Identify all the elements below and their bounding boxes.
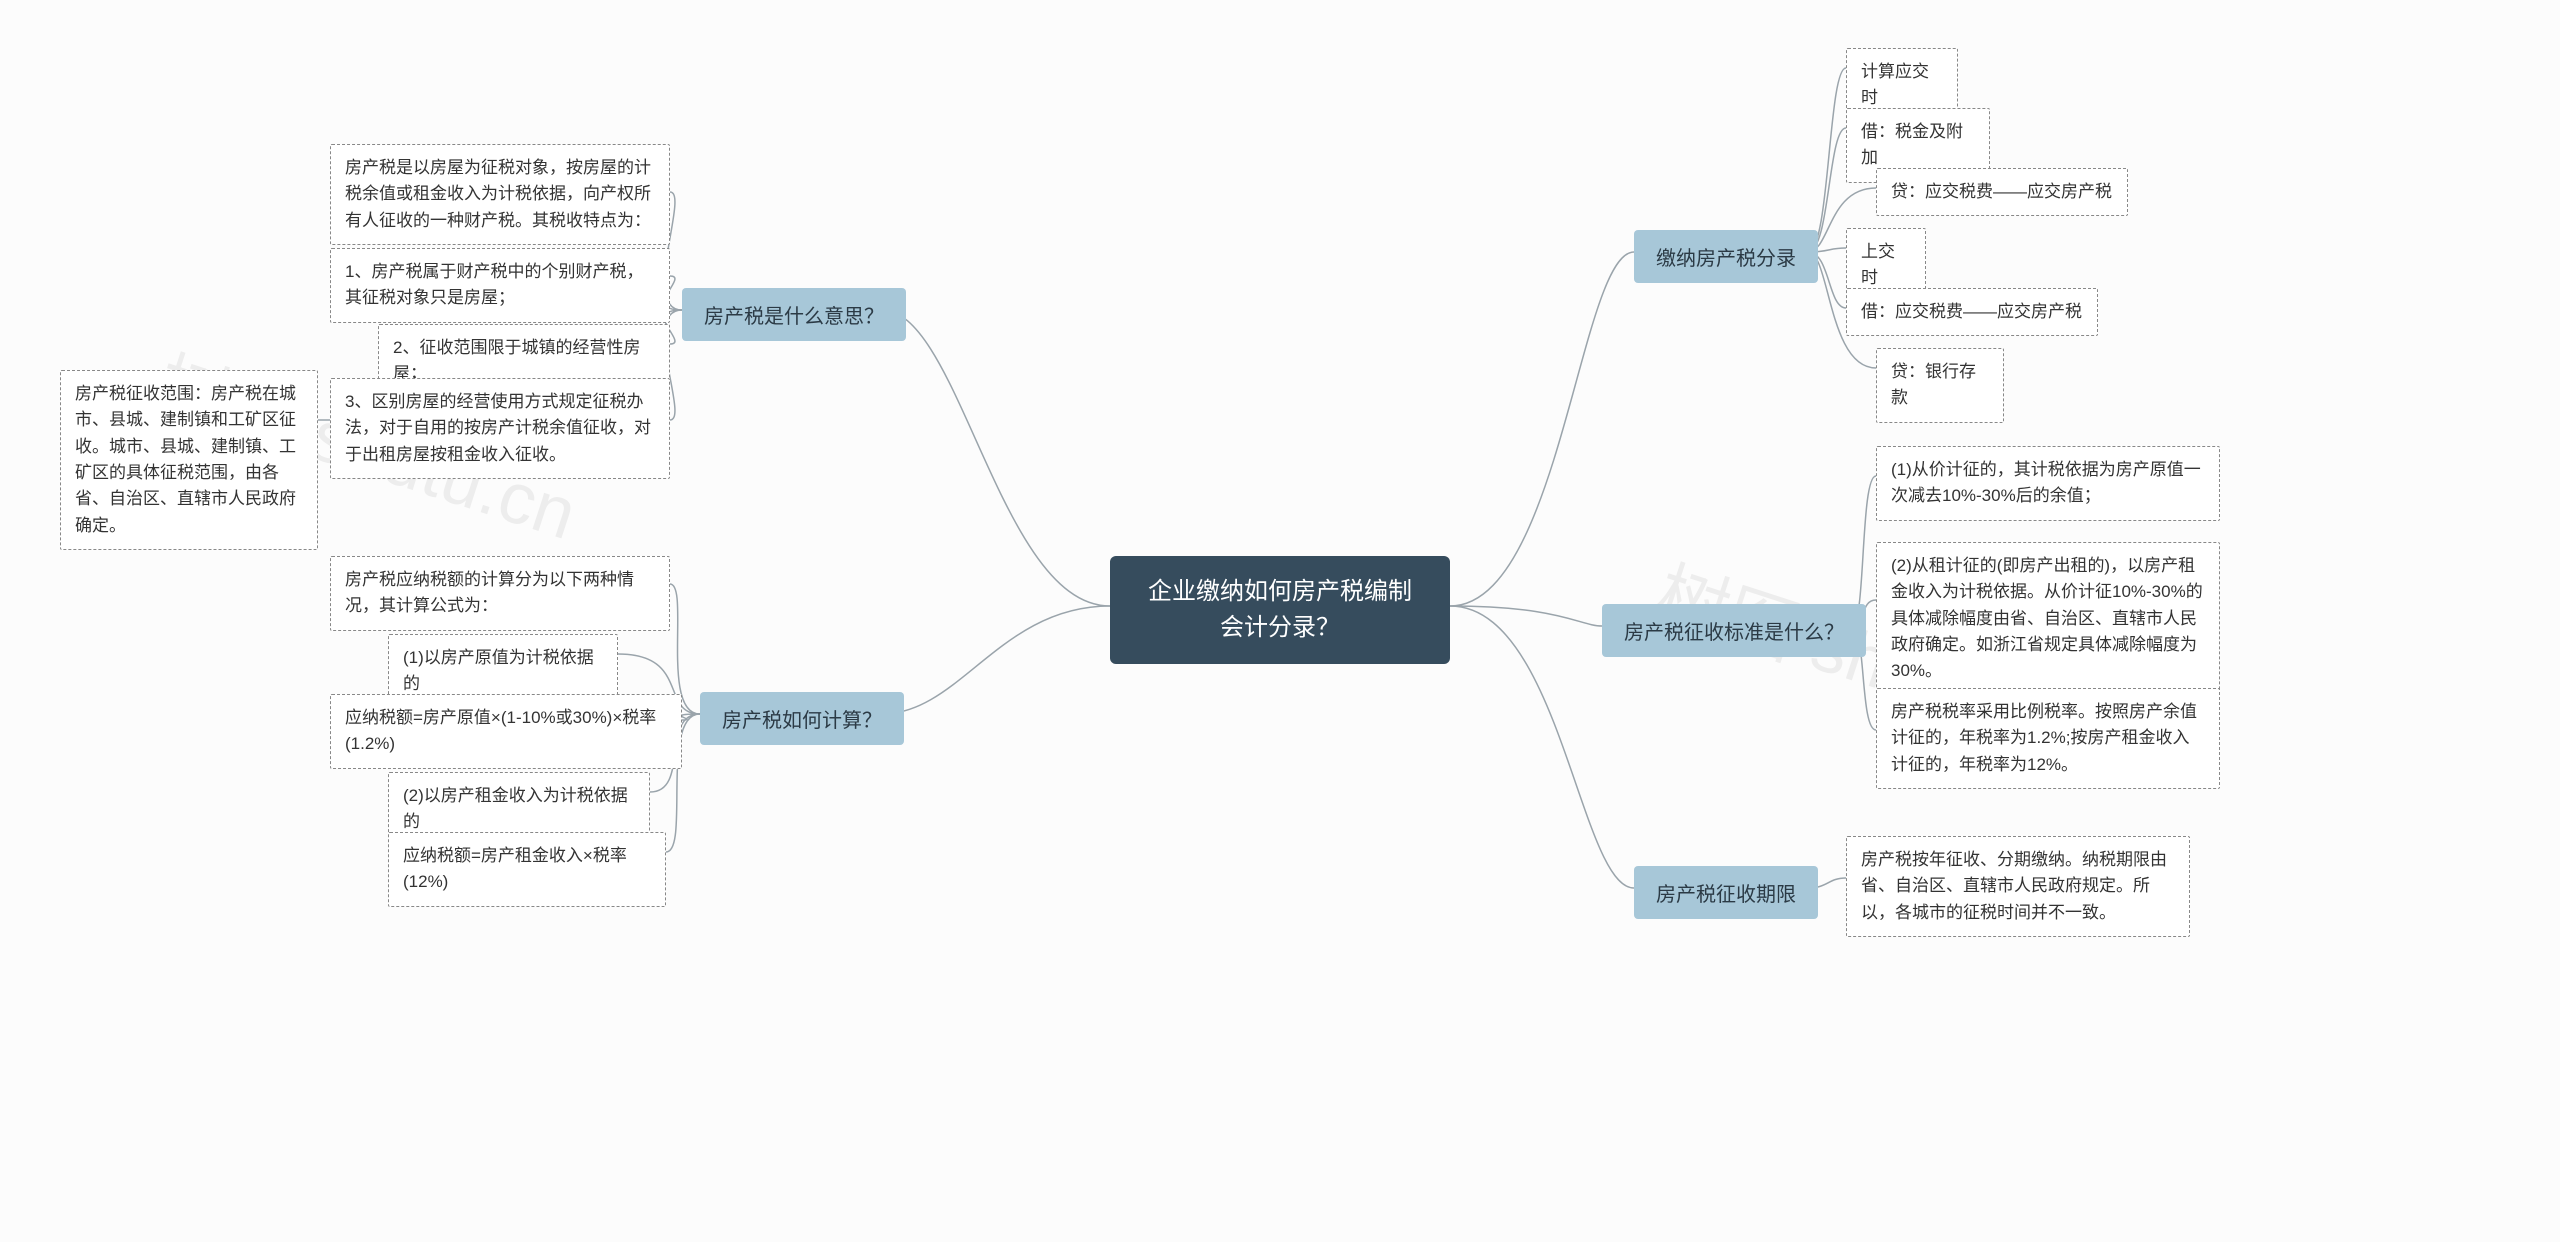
leaf-text: 房产税按年征收、分期缴纳。纳税期限由省、自治区、直辖市人民政府规定。所以，各城市… [1861,850,2167,922]
leaf-node[interactable]: 1、房产税属于财产税中的个别财产税，其征税对象只是房屋； [330,248,670,323]
leaf-node[interactable]: (1)从价计征的，其计税依据为房产原值一次减去10%-30%后的余值； [1876,446,2220,521]
leaf-node[interactable]: 应纳税额=房产原值×(1-10%或30%)×税率(1.2%) [330,694,682,769]
root-node[interactable]: 企业缴纳如何房产税编制会计分录？ [1110,556,1450,664]
leaf-node[interactable]: (2)从租计征的(即房产出租的)，以房产租金收入为计税依据。从价计征10%-30… [1876,542,2220,696]
leaf-text: 贷：应交税费——应交房产税 [1891,182,2112,201]
leaf-node[interactable]: 房产税按年征收、分期缴纳。纳税期限由省、自治区、直辖市人民政府规定。所以，各城市… [1846,836,2190,937]
leaf-text: 房产税征收范围：房产税在城市、县城、建制镇和工矿区征收。城市、县城、建制镇、工矿… [75,384,296,535]
leaf-text: 借：税金及附加 [1861,122,1963,167]
leaf-node[interactable]: 房产税税率采用比例税率。按照房产余值计征的，年税率为1.2%;按房产租金收入计征… [1876,688,2220,789]
branch-calc[interactable]: 房产税如何计算？ [700,692,904,745]
leaf-text: 贷：银行存款 [1891,362,1976,407]
branch-period[interactable]: 房产税征收期限 [1634,866,1818,919]
branch-meaning[interactable]: 房产税是什么意思？ [682,288,906,341]
leaf-text: 应纳税额=房产原值×(1-10%或30%)×税率(1.2%) [345,708,656,753]
leaf-text: 应纳税额=房产租金收入×税率(12%) [403,846,627,891]
leaf-text: 2、征收范围限于城镇的经营性房屋； [393,338,640,383]
leaf-text: (2)从租计征的(即房产出租的)，以房产租金收入为计税依据。从价计征10%-30… [1891,556,2203,680]
leaf-text: 借：应交税费——应交房产税 [1861,302,2082,321]
leaf-node[interactable]: 借：应交税费——应交房产税 [1846,288,2098,336]
leaf-text: (2)以房产租金收入为计税依据的 [403,786,628,831]
leaf-node[interactable]: 3、区别房屋的经营使用方式规定征税办法，对于自用的按房产计税余值征收，对于出租房… [330,378,670,479]
branch-label: 房产税是什么意思？ [704,306,884,328]
leaf-node[interactable]: 房产税是以房屋为征税对象，按房屋的计税余值或租金收入为计税依据，向产权所有人征收… [330,144,670,245]
leaf-text: 1、房产税属于财产税中的个别财产税，其征税对象只是房屋； [345,262,643,307]
leaf-node[interactable]: 房产税征收范围：房产税在城市、县城、建制镇和工矿区征收。城市、县城、建制镇、工矿… [60,370,318,550]
leaf-text: 3、区别房屋的经营使用方式规定征税办法，对于自用的按房产计税余值征收，对于出租房… [345,392,651,464]
leaf-node[interactable]: 贷：应交税费——应交房产税 [1876,168,2128,216]
root-text: 企业缴纳如何房产税编制会计分录？ [1148,578,1412,641]
leaf-node[interactable]: 应纳税额=房产租金收入×税率(12%) [388,832,666,907]
branch-standard[interactable]: 房产税征收标准是什么？ [1602,604,1866,657]
branch-label: 房产税如何计算？ [722,710,882,732]
leaf-text: 房产税应纳税额的计算分为以下两种情况，其计算公式为： [345,570,634,615]
branch-label: 房产税征收标准是什么？ [1624,622,1844,644]
leaf-text: (1)以房产原值为计税依据的 [403,648,594,693]
leaf-node[interactable]: 贷：银行存款 [1876,348,2004,423]
branch-label: 房产税征收期限 [1656,884,1796,906]
leaf-text: 计算应交时 [1861,62,1929,107]
leaf-text: 上交时 [1861,242,1895,287]
branch-label: 缴纳房产税分录 [1656,248,1796,270]
leaf-text: (1)从价计征的，其计税依据为房产原值一次减去10%-30%后的余值； [1891,460,2201,505]
leaf-node[interactable]: 房产税应纳税额的计算分为以下两种情况，其计算公式为： [330,556,670,631]
branch-entries[interactable]: 缴纳房产税分录 [1634,230,1818,283]
leaf-text: 房产税是以房屋为征税对象，按房屋的计税余值或租金收入为计税依据，向产权所有人征收… [345,158,651,230]
leaf-text: 房产税税率采用比例税率。按照房产余值计征的，年税率为1.2%;按房产租金收入计征… [1891,702,2197,774]
